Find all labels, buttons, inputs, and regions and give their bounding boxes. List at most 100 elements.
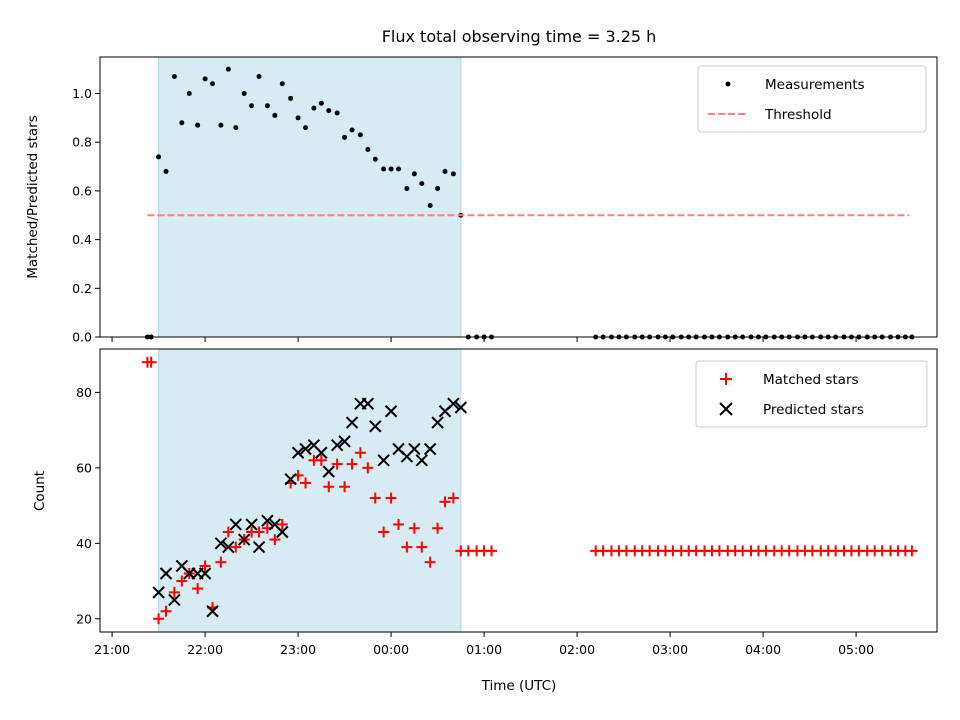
measurement-point (303, 125, 309, 131)
legend-measurements-marker (725, 81, 731, 87)
predicted-star-point (222, 540, 235, 554)
measurement-point (195, 122, 201, 128)
top-ytick-label: 0.6 (72, 183, 92, 198)
measurement-point (249, 103, 255, 109)
predicted-star-point (384, 405, 398, 418)
predicted-star-point (159, 567, 173, 580)
measurement-point (365, 147, 371, 153)
top-ytick-label: 0.8 (72, 135, 92, 150)
chart-title: Flux total observing time = 3.25 h (382, 27, 657, 46)
predicted-star-point (261, 514, 274, 527)
matched-star-point (447, 492, 459, 504)
bot-ytick-label: 20 (76, 611, 92, 626)
predicted-star-point (369, 420, 382, 433)
bottom-panel: 20 40 60 80 21:00 22:00 23:00 00:00 01:00 02:00 0… (32, 348, 938, 657)
predicted-star-point (423, 442, 437, 456)
matched-star-point (145, 356, 157, 368)
measurement-point (210, 81, 216, 87)
legend-threshold-label: Threshold (764, 107, 832, 123)
xtick-label: 02:00 (559, 642, 595, 657)
measurement-point (218, 122, 224, 128)
predicted-star-point (229, 518, 242, 531)
xtick-label: 04:00 (745, 642, 781, 657)
measurement-point (179, 120, 185, 126)
matched-star-point (192, 583, 204, 595)
matched-star-point (230, 541, 242, 553)
predicted-star-point (408, 442, 421, 456)
matched-star-point (199, 560, 211, 572)
bot-ytick-label: 80 (76, 385, 92, 400)
measurement-point (442, 168, 448, 174)
measurement-point (381, 166, 387, 172)
matched-star-point (176, 575, 188, 587)
matched-star-point (168, 586, 180, 598)
matched-star-point (401, 541, 413, 553)
predicted-star-point (322, 465, 335, 478)
top-plot-frame (99, 56, 938, 338)
matched-star-point (339, 481, 351, 493)
predicted-star-point (299, 442, 312, 456)
measurement-point (396, 166, 402, 172)
measurement-point (427, 203, 433, 209)
measurement-point (279, 81, 285, 87)
xtick-label: 03:00 (652, 642, 688, 657)
matched-star-point (369, 492, 381, 504)
matched-star-point (424, 556, 436, 568)
matched-star-point (439, 496, 451, 508)
top-ytick-label: 0.4 (72, 232, 92, 247)
predicted-star-point (214, 537, 228, 550)
bottom-plot-frame (99, 348, 938, 633)
measurement-point (186, 91, 192, 97)
measurement-point (272, 112, 278, 118)
measurement-point (435, 185, 441, 191)
measurement-point (342, 134, 348, 140)
measurement-point (256, 73, 262, 79)
matched-star-point (385, 492, 397, 504)
measurement-point (450, 171, 456, 177)
measurement-point (156, 154, 162, 160)
predicted-star-point (291, 446, 305, 459)
matched-star-point (253, 526, 265, 538)
measurement-point (311, 105, 317, 111)
measurement-point (171, 73, 177, 79)
measurement-point (357, 132, 363, 138)
measurement-point (372, 156, 378, 162)
predicted-star-point (415, 454, 428, 467)
top-panel: 0.0 0.2 0.4 0.6 0.8 1.0 Matched/Predicted sta… (25, 56, 938, 345)
matched-star-point (354, 447, 366, 459)
matched-star-point (153, 613, 165, 625)
matched-star-point (346, 458, 358, 470)
legend-matched-marker (720, 373, 732, 385)
measurement-point (349, 127, 355, 133)
measurement-point (419, 181, 425, 187)
measurement-point (241, 91, 247, 97)
predicted-star-point (315, 446, 328, 459)
matched-star-point (393, 518, 405, 530)
predicted-star-point (377, 454, 390, 467)
measurement-point (225, 66, 231, 72)
measurement-point (295, 115, 301, 121)
predicted-star-point (206, 605, 219, 618)
bot-ytick-label: 40 (76, 536, 92, 551)
matched-star-point (331, 458, 343, 470)
predicted-star-point (431, 416, 444, 429)
matched-star-point (222, 526, 234, 538)
predicted-star-point (237, 533, 251, 546)
predicted-star-point (454, 401, 468, 414)
predicted-star-point (330, 439, 344, 452)
bottom-legend: Matched stars Predicted stars (695, 360, 928, 428)
matched-star-point (432, 522, 444, 534)
measurement-point (326, 108, 332, 114)
legend-predicted-marker (719, 402, 733, 416)
matched-star-point (300, 477, 312, 489)
measurement-point (288, 95, 294, 101)
matched-star-point (276, 518, 288, 530)
measurement-point (411, 171, 417, 177)
matched-star-point (906, 545, 918, 557)
measurement-point (202, 76, 208, 82)
predicted-star-point (198, 567, 212, 580)
measurement-point (264, 103, 270, 109)
predicted-star-point (338, 435, 351, 448)
predicted-star-point (361, 397, 375, 410)
